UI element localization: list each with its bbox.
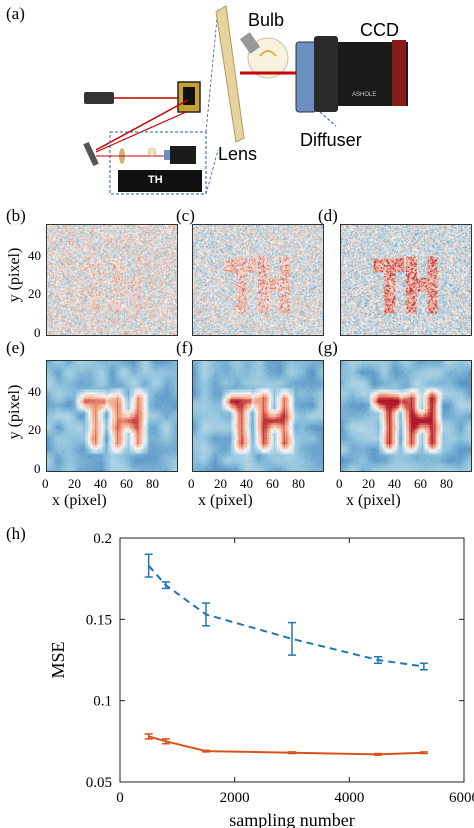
heatmap-d xyxy=(340,224,472,336)
mini-diffuser xyxy=(164,150,170,160)
xtick-f-20: 20 xyxy=(214,476,227,491)
xtick-g-80: 80 xyxy=(440,476,453,491)
laser-source xyxy=(84,92,114,104)
panel-c-label: (c) xyxy=(176,206,195,225)
xtick-f-40: 40 xyxy=(240,476,253,491)
ylabel-top: y (pixel) xyxy=(6,247,23,303)
xtick-e-80: 80 xyxy=(146,476,159,491)
xtick-e-40: 40 xyxy=(94,476,107,491)
series-2-line xyxy=(148,735,424,756)
diffuser-arrow xyxy=(319,111,337,127)
xtick-e-60: 60 xyxy=(120,476,133,491)
ytick-top-0: 0 xyxy=(34,325,41,340)
diffuser-element xyxy=(295,41,317,113)
ytick-label: 0.2 xyxy=(93,531,112,547)
ytick-bot-40: 40 xyxy=(28,384,41,399)
ytick-label: 0.15 xyxy=(86,612,112,628)
xtick-label: 0 xyxy=(116,790,124,806)
heatmap-c xyxy=(192,224,324,336)
xtick-e-20: 20 xyxy=(68,476,81,491)
zoom-line-top xyxy=(205,7,219,133)
panel-b-label: (b) xyxy=(6,206,26,225)
xtick-f-80: 80 xyxy=(292,476,305,491)
xtick-f-0: 0 xyxy=(188,476,195,491)
xtick-g-0: 0 xyxy=(336,476,343,491)
lens-element xyxy=(215,5,245,143)
series-1-line xyxy=(147,564,425,668)
y-axis-label: MSE xyxy=(48,641,68,678)
heatmap-f xyxy=(192,360,324,472)
object-plate xyxy=(118,170,202,192)
diffuser-label: Diffuser xyxy=(300,130,362,150)
ytick-bot-0: 0 xyxy=(34,461,41,476)
panel-d-label: (d) xyxy=(318,206,338,225)
heatmap-b xyxy=(46,224,178,336)
xlabel-e: x (pixel) xyxy=(52,492,107,509)
ytick-label: 0.1 xyxy=(93,694,112,710)
xlabel-f: x (pixel) xyxy=(198,492,253,509)
ccd-label: CCD xyxy=(360,20,399,40)
xtick-label: 4000 xyxy=(334,790,364,806)
mini-bulb xyxy=(147,147,157,157)
ytick-top-20: 20 xyxy=(28,286,41,301)
plot-frame xyxy=(119,537,465,783)
mini-camera xyxy=(170,146,196,164)
xtick-g-40: 40 xyxy=(388,476,401,491)
panel-a-label: (a) xyxy=(6,4,25,23)
lens-label: Lens xyxy=(218,144,258,164)
camera-brand: ASHOLE xyxy=(352,92,377,98)
bulb-label: Bulb xyxy=(248,10,285,30)
bulb-base xyxy=(239,32,261,54)
xlabel-g: x (pixel) xyxy=(346,492,401,509)
zoom-box xyxy=(109,131,207,195)
xtick-label: 2000 xyxy=(220,790,250,806)
xtick-f-60: 60 xyxy=(266,476,279,491)
panel-h-label: (h) xyxy=(6,524,26,543)
bulb-filament xyxy=(259,50,277,57)
x-axis-label: sampling number xyxy=(229,810,354,828)
object-label: TH xyxy=(148,174,163,186)
panel-e-label: (e) xyxy=(6,338,25,357)
panel-g-label: (g) xyxy=(318,338,338,357)
heatmap-g xyxy=(340,360,472,472)
zoom-line-bottom xyxy=(205,149,219,195)
camera-red-stripe xyxy=(392,40,406,106)
laser-beam-2 xyxy=(95,99,189,151)
xtick-g-20: 20 xyxy=(362,476,375,491)
mirror xyxy=(83,141,99,167)
xtick-e-0: 0 xyxy=(42,476,49,491)
ytick-label: 0.05 xyxy=(86,775,112,791)
xtick-g-60: 60 xyxy=(414,476,427,491)
ylabel-bottom: y (pixel) xyxy=(6,384,23,440)
setup-diagram xyxy=(83,5,408,195)
panel-f-label: (f) xyxy=(176,338,193,357)
camera-lens-mount xyxy=(314,36,338,112)
heatmap-e xyxy=(46,360,178,472)
ytick-bot-20: 20 xyxy=(28,422,41,437)
ytick-top-40: 40 xyxy=(28,248,41,263)
